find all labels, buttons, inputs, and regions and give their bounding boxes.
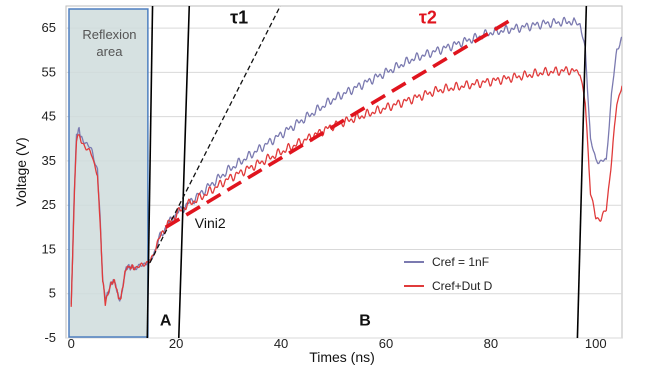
y-tick-label-6: 55 xyxy=(42,64,56,79)
y-tick-label-5: 45 xyxy=(42,109,56,124)
y-axis-title: Voltage (V) xyxy=(13,137,29,206)
annotation-3: A xyxy=(160,312,172,329)
x-tick-label-0: 0 xyxy=(68,336,75,351)
tau-line-2 xyxy=(164,17,513,229)
reflexion-area-label: Reflexion area xyxy=(82,27,136,59)
series-line-0 xyxy=(70,16,622,305)
plot-content xyxy=(70,6,622,338)
reflexion-area-label-line-1: area xyxy=(96,44,123,59)
vertical-marker-0 xyxy=(146,6,154,338)
x-tick-label-2: 40 xyxy=(274,336,288,351)
x-tick-label-4: 80 xyxy=(484,336,498,351)
y-tick-label-4: 35 xyxy=(42,153,56,168)
plot-area xyxy=(65,5,623,339)
y-tick-label-1: 5 xyxy=(49,286,56,301)
tau-line-1 xyxy=(149,6,282,264)
x-axis-title: Times (ns) xyxy=(309,349,375,365)
reflexion-area-region xyxy=(68,8,149,338)
x-tick-label-3: 60 xyxy=(379,336,393,351)
vertical-marker-1 xyxy=(177,6,191,338)
annotation-4: B xyxy=(359,312,371,329)
vertical-marker-2 xyxy=(576,6,588,338)
x-tick-label-1: 20 xyxy=(169,336,183,351)
reflexion-area-label-line-0: Reflexion xyxy=(82,27,136,42)
annotation-2: Vini2 xyxy=(195,215,226,231)
legend-label-0: Cref = 1nF xyxy=(432,255,489,269)
y-tick-label-7: 65 xyxy=(42,20,56,35)
annotation-0: τ1 xyxy=(230,8,248,28)
series-line-1 xyxy=(70,66,622,307)
y-tick-label-2: 15 xyxy=(42,241,56,256)
annotation-1: τ2 xyxy=(419,8,437,28)
y-tick-label-3: 25 xyxy=(42,197,56,212)
x-tick-label-5: 100 xyxy=(585,336,607,351)
y-tick-label-0: -5 xyxy=(44,330,56,345)
legend-label-1: Cref+Dut D xyxy=(432,279,493,293)
